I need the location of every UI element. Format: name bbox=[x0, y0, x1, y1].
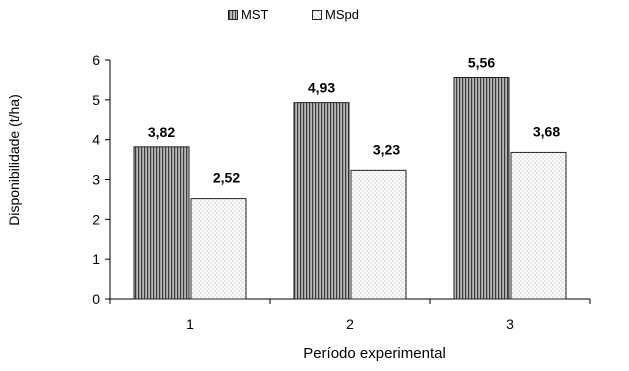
x-tick-label: 3 bbox=[506, 316, 514, 332]
legend: MST MSpd bbox=[0, 7, 629, 27]
bar-mst-2 bbox=[293, 102, 350, 300]
data-label-mst-3: 5,56 bbox=[468, 55, 495, 71]
y-tick-label: 3 bbox=[92, 172, 100, 188]
y-tick-label: 6 bbox=[92, 52, 100, 68]
data-label-bg bbox=[203, 165, 250, 188]
legend-label-mst: MST bbox=[241, 7, 269, 22]
x-axis-title: Período experimental bbox=[303, 345, 446, 362]
x-tick-label: 2 bbox=[346, 316, 354, 332]
y-tick-label: 0 bbox=[92, 291, 100, 307]
data-label-mspd-3: 3,68 bbox=[533, 123, 560, 139]
bar-mspd-3 bbox=[510, 151, 567, 300]
bar-mspd-2 bbox=[350, 169, 407, 300]
x-tick-label: 1 bbox=[186, 316, 194, 332]
y-tick-label: 2 bbox=[92, 211, 100, 227]
legend-label-mspd: MSpd bbox=[325, 7, 359, 22]
data-label-bg bbox=[363, 137, 410, 160]
legend-swatch-mst bbox=[228, 9, 238, 20]
bar-mst-3 bbox=[453, 77, 510, 300]
data-label-mspd-2: 3,23 bbox=[373, 141, 400, 157]
data-label-mst-2: 4,93 bbox=[308, 80, 335, 96]
data-label-mspd-1: 2,52 bbox=[213, 170, 240, 186]
bar-mst-1 bbox=[133, 146, 190, 300]
legend-item-mspd: MSpd bbox=[312, 7, 359, 22]
data-label-mst-1: 3,82 bbox=[148, 124, 175, 140]
bar-mspd-1 bbox=[190, 198, 247, 300]
y-tick-label: 4 bbox=[92, 132, 100, 148]
data-label-bg bbox=[523, 119, 570, 142]
y-tick-label: 1 bbox=[92, 251, 100, 267]
legend-swatch-mspd bbox=[312, 9, 322, 20]
legend-item-mst: MST bbox=[228, 7, 268, 22]
y-tick-label: 5 bbox=[92, 92, 100, 108]
